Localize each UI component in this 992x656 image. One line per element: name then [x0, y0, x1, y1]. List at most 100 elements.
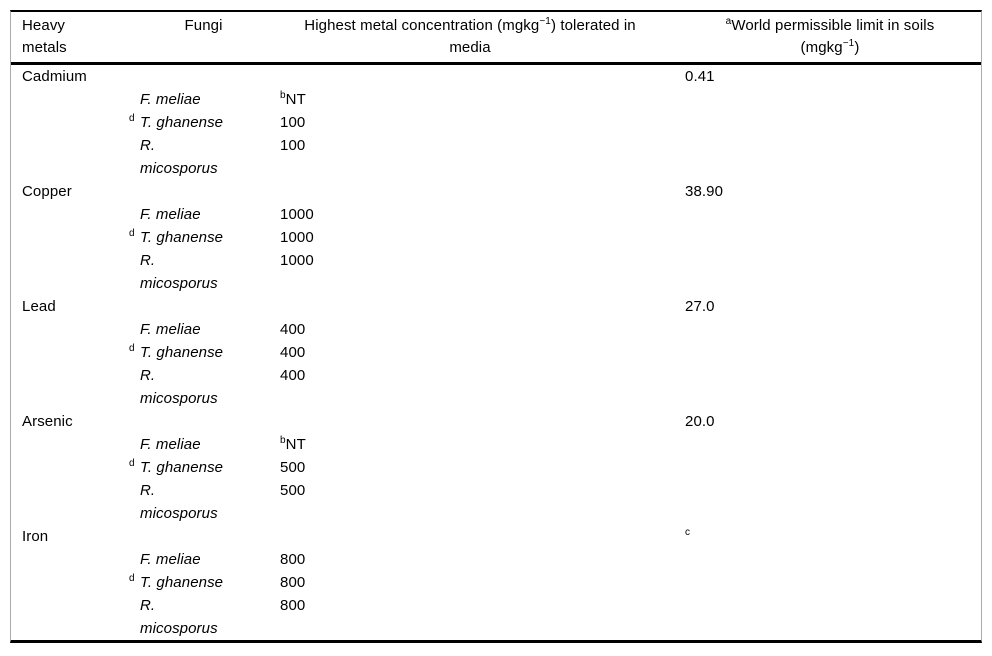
- header-fungi: Fungi: [184, 17, 223, 34]
- world-limit-cell: 20.0: [657, 410, 981, 433]
- concentration-cell: 100: [267, 134, 657, 180]
- footnote-marker: d: [129, 343, 135, 354]
- concentration-cell: 1000: [267, 226, 657, 249]
- header-heavy-metals: Heavy metals: [22, 17, 67, 56]
- fungus-name: F. meliae: [140, 321, 201, 338]
- spacer-cell: [657, 571, 981, 594]
- spacer-cell: [657, 111, 981, 134]
- footnote-marker: d: [129, 113, 135, 124]
- spacer-cell: [11, 548, 129, 571]
- concentration-cell: 400: [267, 318, 657, 341]
- spacer-cell: [11, 318, 129, 341]
- fungus-cell: R. micosporus: [129, 479, 267, 525]
- world-limit-value: 20.0: [685, 413, 715, 430]
- fungus-name: T. ghanense: [140, 574, 224, 591]
- concentration-value: 100: [280, 114, 306, 131]
- spacer-cell: [657, 433, 981, 456]
- fungus-cell: F. meliae: [129, 203, 267, 226]
- header-concentration-text: ) tolerated in media: [449, 17, 636, 56]
- spacer-cell: [267, 525, 657, 548]
- spacer-cell: [11, 433, 129, 456]
- fungus-name: F. meliae: [140, 551, 201, 568]
- header-world-limit-text: ): [854, 39, 860, 56]
- spacer-cell: [657, 479, 981, 525]
- spacer-cell: [267, 295, 657, 318]
- spacer-cell: [657, 548, 981, 571]
- concentration-value: 1000: [280, 206, 314, 223]
- fungus-row: F. meliae bNT: [11, 88, 981, 111]
- fungus-row: F. meliae 400: [11, 318, 981, 341]
- spacer-cell: [11, 249, 129, 295]
- fungus-name: F. meliae: [140, 91, 201, 108]
- spacer-cell: [11, 88, 129, 111]
- fungus-cell: R. micosporus: [129, 249, 267, 295]
- metal-tolerance-table: Heavy metals Fungi Highest metal concent…: [10, 10, 982, 643]
- fungus-cell: d T. ghanense: [129, 456, 267, 479]
- spacer-cell: [657, 318, 981, 341]
- spacer-cell: [657, 226, 981, 249]
- footnote-marker: d: [129, 458, 135, 469]
- concentration-cell: 1000: [267, 249, 657, 295]
- fungus-name: T. ghanense: [140, 229, 224, 246]
- spacer-cell: [657, 249, 981, 295]
- concentration-cell: 1000: [267, 203, 657, 226]
- spacer-cell: [11, 479, 129, 525]
- metal-name: Cadmium: [22, 68, 87, 85]
- concentration-value: NT: [285, 436, 306, 453]
- spacer-cell: [657, 88, 981, 111]
- fungus-cell: d T. ghanense: [129, 341, 267, 364]
- spacer-cell: [657, 341, 981, 364]
- world-limit-value: 27.0: [685, 298, 715, 315]
- concentration-value: 800: [280, 551, 306, 568]
- world-limit-cell: c: [657, 525, 981, 548]
- fungus-name: T. ghanense: [140, 344, 224, 361]
- footnote-marker: d: [129, 228, 135, 239]
- fungus-cell: F. meliae: [129, 548, 267, 571]
- concentration-value: 500: [280, 459, 306, 476]
- spacer-cell: [657, 594, 981, 640]
- spacer-cell: [129, 295, 267, 318]
- concentration-value: 400: [280, 344, 306, 361]
- spacer-cell: [11, 203, 129, 226]
- concentration-value: 500: [280, 482, 306, 499]
- fungus-cell: F. meliae: [129, 433, 267, 456]
- fungus-row: R. micosporus 400: [11, 364, 981, 410]
- fungus-row: d T. ghanense 100: [11, 111, 981, 134]
- footnote-marker: d: [129, 573, 135, 584]
- fungus-cell: d T. ghanense: [129, 226, 267, 249]
- fungus-row: F. meliae bNT: [11, 433, 981, 456]
- footnote-marker-a: a: [725, 16, 732, 27]
- concentration-cell: 500: [267, 479, 657, 525]
- spacer-cell: [657, 134, 981, 180]
- concentration-cell: 400: [267, 341, 657, 364]
- fungus-cell: d T. ghanense: [129, 111, 267, 134]
- spacer-cell: [267, 180, 657, 203]
- concentration-cell: bNT: [267, 433, 657, 456]
- fungus-row: d T. ghanense 800: [11, 571, 981, 594]
- spacer-cell: [267, 410, 657, 433]
- concentration-value: 800: [280, 597, 306, 614]
- world-limit-cell: 27.0: [657, 295, 981, 318]
- world-limit-value: 38.90: [685, 183, 724, 200]
- spacer-cell: [11, 111, 129, 134]
- spacer-cell: [657, 203, 981, 226]
- concentration-value: 400: [280, 321, 306, 338]
- fungus-name: F. meliae: [140, 436, 201, 453]
- concentration-cell: 400: [267, 364, 657, 410]
- metal-name: Arsenic: [22, 413, 73, 430]
- spacer-cell: [129, 525, 267, 548]
- fungus-cell: F. meliae: [129, 88, 267, 111]
- fungus-row: d T. ghanense 1000: [11, 226, 981, 249]
- superscript-exponent: −1: [842, 38, 855, 49]
- concentration-value: 100: [280, 137, 306, 154]
- spacer-cell: [657, 456, 981, 479]
- superscript-exponent: −1: [539, 16, 551, 27]
- fungus-cell: R. micosporus: [129, 134, 267, 180]
- fungus-cell: F. meliae: [129, 318, 267, 341]
- concentration-cell: 800: [267, 548, 657, 571]
- header-world-limit: aWorld permissible limit in soils (mgkg−…: [657, 15, 981, 59]
- metal-name: Lead: [22, 298, 56, 315]
- metal-row: Arsenic 20.0: [11, 410, 981, 433]
- fungus-name: R. micosporus: [140, 252, 218, 292]
